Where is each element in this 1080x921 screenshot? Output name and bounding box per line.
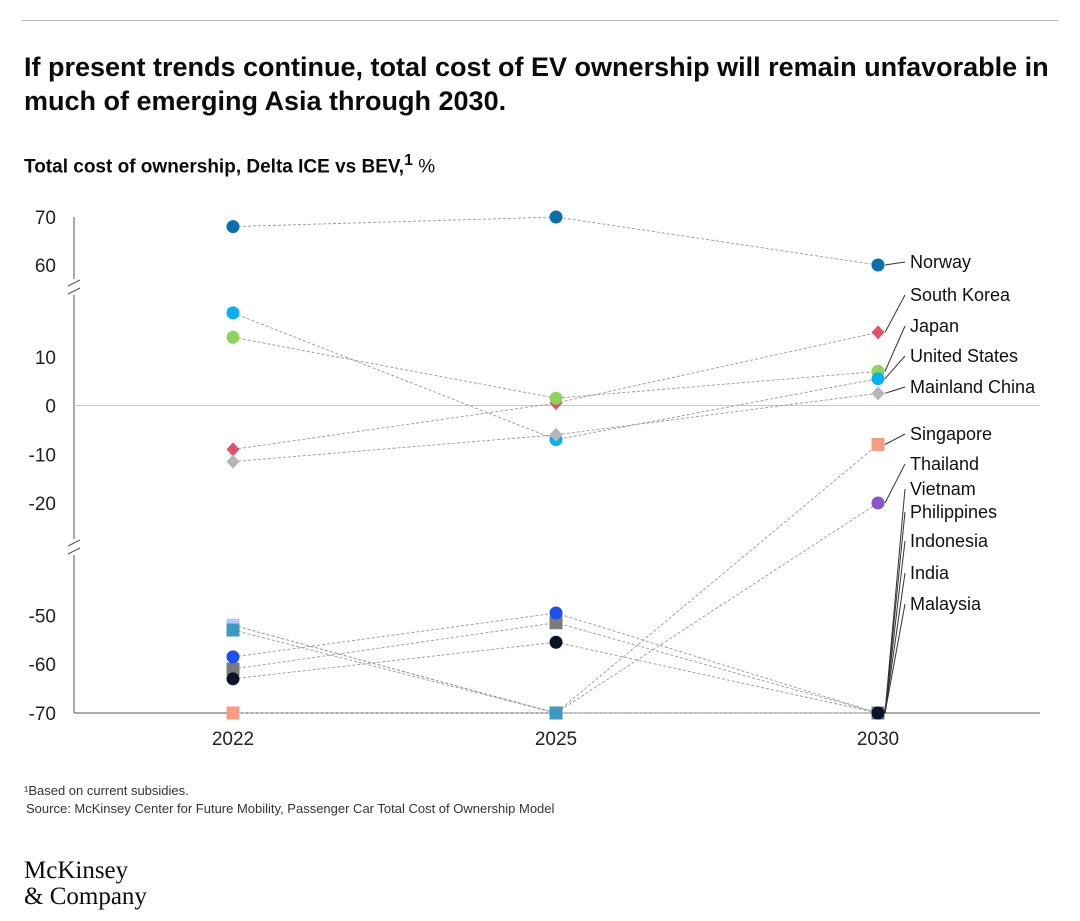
point-indonesia-2022 bbox=[226, 662, 240, 676]
series-label-japan: Japan bbox=[910, 316, 959, 336]
point-malaysia-2025 bbox=[549, 635, 563, 649]
point-philippines-2025 bbox=[549, 706, 563, 720]
y-tick-label: -10 bbox=[29, 445, 56, 466]
axis-break-mark-2a bbox=[67, 539, 81, 547]
axis-break-gap-1 bbox=[68, 279, 80, 295]
series-line-vietnam bbox=[232, 624, 878, 714]
point-norway-2030 bbox=[871, 258, 885, 272]
tco-chart: 70 60 10 0 -10 -20 -50 -60 -70 2022 2025 2030 Norway… bbox=[29, 208, 1040, 750]
leader-line-india bbox=[884, 572, 906, 714]
point-india-2022 bbox=[226, 650, 240, 664]
series-label-vietnam: Vietnam bbox=[910, 479, 976, 499]
point-south-korea-2022 bbox=[226, 442, 240, 457]
series-line-singapore bbox=[233, 444, 879, 714]
axis-break-gap-2 bbox=[68, 539, 80, 555]
series-line-philippines bbox=[232, 629, 878, 714]
subtitle-footnote-marker: 1 bbox=[404, 152, 413, 169]
y-tick-label: -70 bbox=[29, 704, 56, 725]
series-line-japan bbox=[232, 336, 879, 399]
leader-line-indonesia bbox=[884, 540, 906, 714]
point-singapore-2022 bbox=[226, 706, 240, 720]
axis-break-mark-1a bbox=[67, 279, 81, 287]
source-note: Source: McKinsey Center for Future Mobil… bbox=[26, 801, 555, 816]
point-thailand-2030 bbox=[871, 496, 885, 510]
axis-break-mark-2b bbox=[67, 547, 81, 555]
leader-line-south-korea bbox=[884, 294, 906, 333]
series-label-norway: Norway bbox=[910, 252, 971, 272]
leader-line-japan bbox=[884, 325, 906, 372]
chart-subtitle: Total cost of ownership, Delta ICE vs BE… bbox=[24, 152, 435, 178]
leader-line-mainland-china bbox=[884, 386, 906, 394]
point-japan-2022 bbox=[226, 330, 240, 344]
series-label-malaysia: Malaysia bbox=[910, 594, 982, 614]
y-tick-label: -50 bbox=[29, 606, 56, 627]
series-label-philippines: Philippines bbox=[910, 502, 997, 522]
series-line-united-states bbox=[232, 312, 879, 441]
y-tick-label: 70 bbox=[35, 208, 56, 229]
point-mainland-china-2022 bbox=[226, 454, 240, 469]
logo-line-2: & Company bbox=[24, 883, 147, 910]
x-tick-label: 2022 bbox=[212, 729, 254, 750]
point-singapore-2030 bbox=[871, 438, 885, 451]
logo-line-1: McKinsey bbox=[24, 857, 129, 884]
subtitle-text: Total cost of ownership, Delta ICE vs BE… bbox=[24, 156, 405, 178]
leader-line-norway bbox=[884, 261, 906, 266]
y-tick-label: 0 bbox=[45, 397, 56, 418]
series-line-norway bbox=[232, 216, 879, 266]
series-line-malaysia bbox=[232, 641, 879, 714]
point-norway-2022 bbox=[226, 220, 240, 234]
footnote: ¹Based on current subsidies. bbox=[24, 783, 189, 798]
point-japan-2025 bbox=[549, 391, 563, 405]
leader-line-united-states bbox=[884, 355, 906, 380]
point-mainland-china-2030 bbox=[871, 386, 885, 401]
axis-break-mark-1b bbox=[67, 287, 81, 295]
series-label-mainland-china: Mainland China bbox=[910, 377, 1036, 397]
leader-line-singapore bbox=[884, 433, 906, 445]
series-label-indonesia: Indonesia bbox=[910, 531, 989, 551]
point-india-2025 bbox=[549, 606, 563, 620]
subtitle-unit: % bbox=[418, 156, 436, 178]
series-label-singapore: Singapore bbox=[910, 424, 992, 444]
series-label-india: India bbox=[910, 563, 950, 583]
y-tick-label: -20 bbox=[29, 494, 56, 515]
point-united-states-2030 bbox=[871, 372, 885, 386]
x-tick-label: 2025 bbox=[535, 729, 577, 750]
y-tick-label: 10 bbox=[35, 348, 56, 369]
leader-line-malaysia bbox=[884, 603, 906, 714]
point-indonesia-2025 bbox=[549, 616, 563, 630]
point-mainland-china-2025 bbox=[549, 427, 563, 442]
leader-line-thailand bbox=[884, 463, 906, 504]
series-label-united-states: United States bbox=[910, 346, 1018, 366]
chart-title: If present trends continue, total cost o… bbox=[24, 52, 1049, 116]
point-norway-2025 bbox=[549, 210, 563, 224]
point-united-states-2022 bbox=[226, 306, 240, 320]
point-philippines-2022 bbox=[226, 623, 240, 637]
x-tick-label: 2030 bbox=[857, 729, 899, 750]
y-tick-label: -60 bbox=[29, 655, 56, 676]
leader-line-philippines bbox=[884, 511, 906, 714]
point-malaysia-2022 bbox=[226, 672, 240, 686]
series-label-south-korea: South Korea bbox=[910, 285, 1011, 305]
top-rule bbox=[22, 20, 1058, 21]
series-label-thailand: Thailand bbox=[910, 454, 979, 474]
mckinsey-logo: McKinsey & Company bbox=[24, 858, 147, 910]
y-tick-label: 60 bbox=[35, 256, 56, 277]
point-south-korea-2030 bbox=[871, 325, 885, 340]
series-line-mainland-china bbox=[232, 392, 879, 463]
point-malaysia-2030 bbox=[871, 706, 885, 720]
